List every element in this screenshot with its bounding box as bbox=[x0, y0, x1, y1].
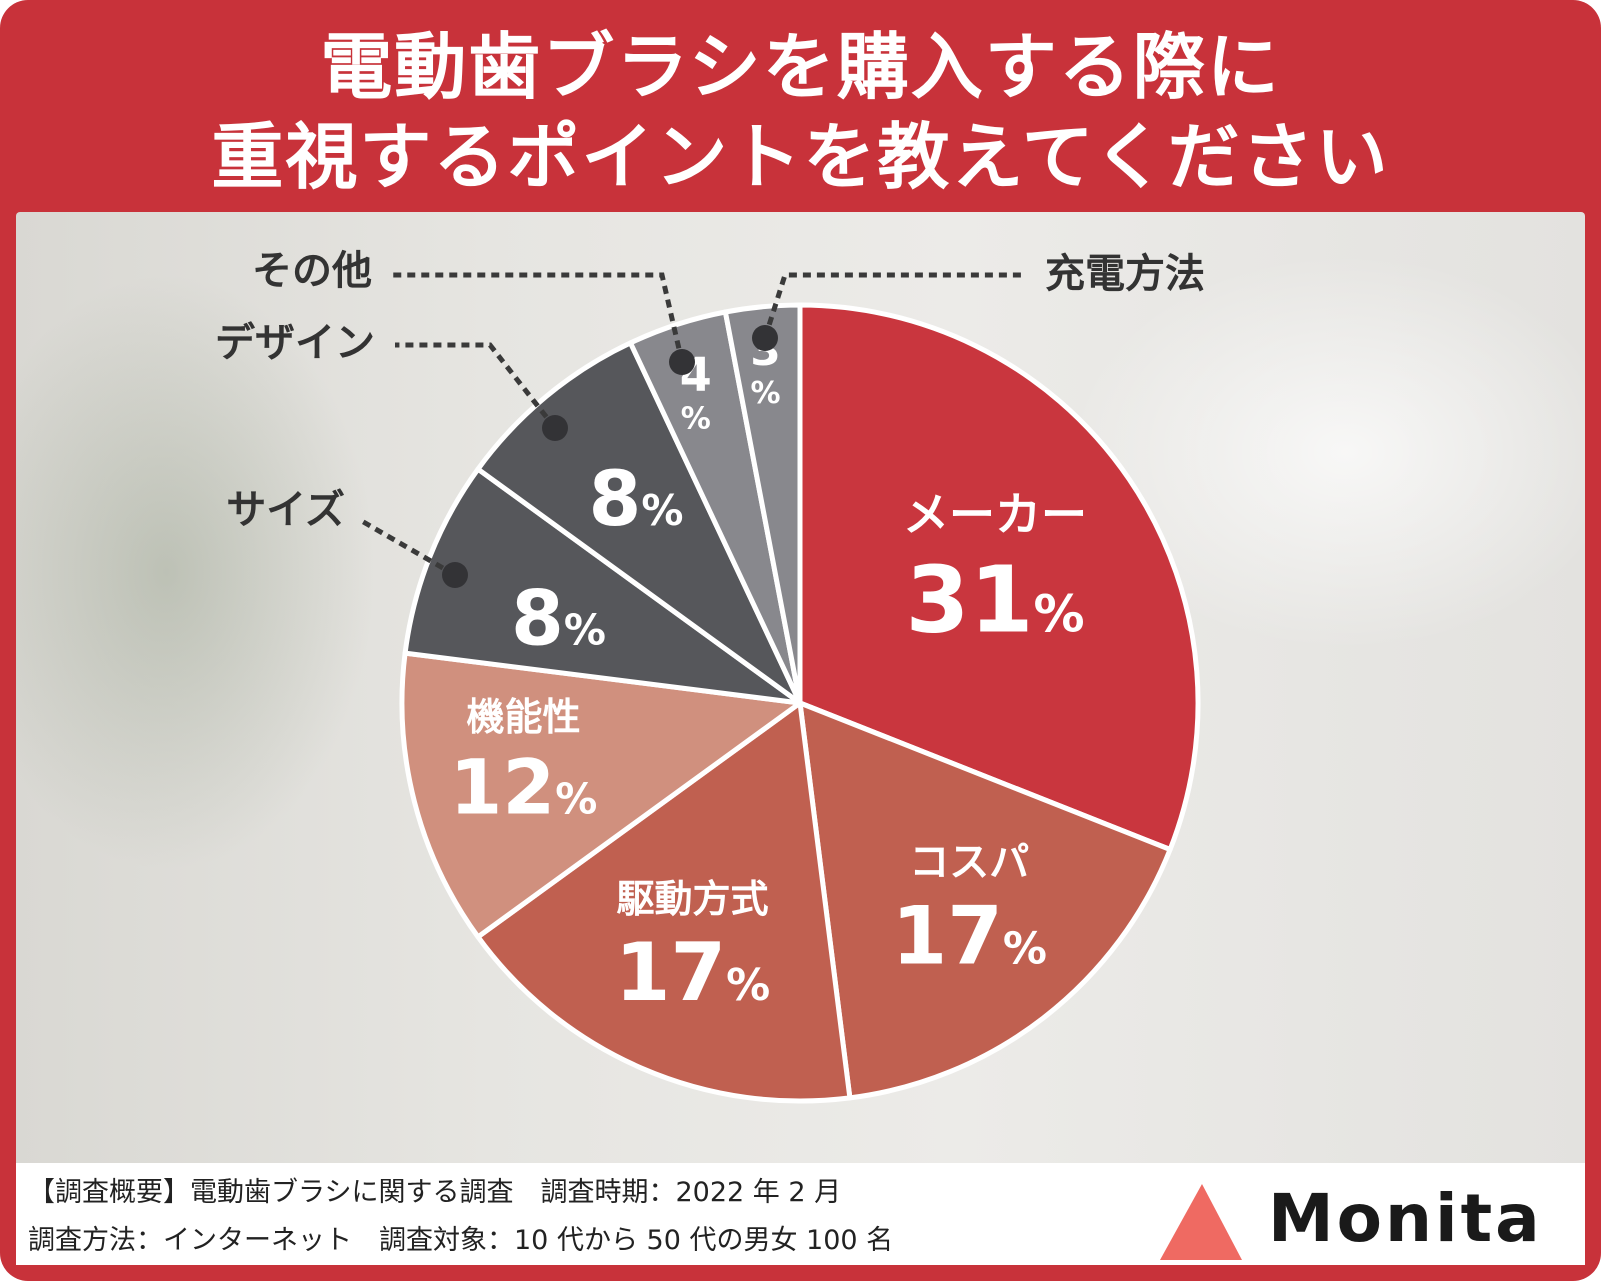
slice-category-label: その他 bbox=[252, 248, 372, 294]
slice-value-unit: % bbox=[681, 401, 711, 436]
callout-line bbox=[392, 272, 685, 363]
callout-line bbox=[395, 342, 557, 430]
slice-category-label: 駆動方式 bbox=[617, 877, 769, 921]
callout-dot bbox=[542, 415, 568, 441]
callout-dot bbox=[442, 562, 468, 588]
slice-value-label: 8% bbox=[588, 454, 683, 543]
logo-text: Monita bbox=[1268, 1180, 1543, 1257]
slice-value-label: 31% bbox=[905, 547, 1084, 654]
title-line-1: 電動歯ブラシを購入する際に bbox=[320, 25, 1281, 109]
slice-category-label: デザイン bbox=[215, 320, 375, 366]
survey-summary: 【調査概要】電動歯ブラシに関する調査 調査時期：2022 年 2 月 bbox=[28, 1177, 842, 1208]
background-blur bbox=[16, 272, 376, 872]
slice-value-label: 17% bbox=[892, 890, 1047, 983]
slice-category-label: サイズ bbox=[226, 487, 345, 533]
slice-value-unit: % bbox=[750, 376, 780, 411]
title-line-2: 重視するポイントを教えてください bbox=[211, 115, 1390, 199]
triangle-icon bbox=[1160, 1184, 1242, 1260]
pie-slice bbox=[475, 700, 853, 1104]
slice-category-label: メーカー bbox=[903, 488, 1087, 542]
slice-value-label: 12% bbox=[450, 743, 598, 832]
pie-slice bbox=[797, 700, 1173, 1101]
slice-value-label: 17% bbox=[615, 926, 770, 1019]
footer-box bbox=[16, 1163, 1585, 1265]
slice-category-label: 充電方法 bbox=[1045, 251, 1205, 297]
survey-method: 調査方法：インターネット 調査対象：10 代から 50 代の男女 100 名 bbox=[28, 1225, 894, 1256]
chart-panel bbox=[16, 212, 1585, 1265]
slice-category-label: コスパ bbox=[909, 840, 1029, 886]
pie-slice bbox=[402, 466, 803, 706]
callout-dot bbox=[752, 325, 778, 351]
callout-line bbox=[762, 272, 1025, 339]
slice-category-label: 機能性 bbox=[466, 695, 580, 739]
callout-line bbox=[358, 517, 457, 578]
pie-slice bbox=[399, 650, 803, 940]
callout-dot bbox=[669, 349, 695, 375]
pie-slice bbox=[722, 302, 803, 706]
chart-title: 電動歯ブラシを購入する際に 重視するポイントを教えてください bbox=[0, 22, 1601, 202]
pie-slice bbox=[797, 302, 1201, 852]
slice-value-label: 8% bbox=[511, 574, 606, 663]
